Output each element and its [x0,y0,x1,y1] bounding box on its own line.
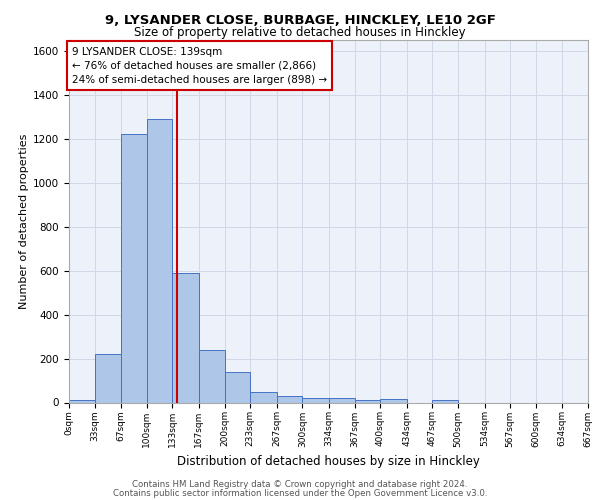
Bar [433,400,458,402]
Bar [121,134,147,402]
Bar [95,354,121,403]
Bar [250,392,277,402]
Text: Contains public sector information licensed under the Open Government Licence v3: Contains public sector information licen… [113,488,487,498]
Bar [224,372,250,402]
Y-axis label: Number of detached properties: Number of detached properties [19,134,29,309]
X-axis label: Distribution of detached houses by size in Hinckley: Distribution of detached houses by size … [177,455,480,468]
Text: Size of property relative to detached houses in Hinckley: Size of property relative to detached ho… [134,26,466,39]
Bar [147,119,172,403]
Bar [199,350,224,403]
Bar [380,399,407,402]
Text: 9, LYSANDER CLOSE, BURBAGE, HINCKLEY, LE10 2GF: 9, LYSANDER CLOSE, BURBAGE, HINCKLEY, LE… [104,14,496,27]
Bar [329,398,355,402]
Bar [277,396,302,402]
Text: Contains HM Land Registry data © Crown copyright and database right 2024.: Contains HM Land Registry data © Crown c… [132,480,468,489]
Bar [355,400,380,402]
Bar [172,273,199,402]
Bar [302,398,329,402]
Text: 9 LYSANDER CLOSE: 139sqm
← 76% of detached houses are smaller (2,866)
24% of sem: 9 LYSANDER CLOSE: 139sqm ← 76% of detach… [72,46,327,84]
Bar [69,400,95,402]
